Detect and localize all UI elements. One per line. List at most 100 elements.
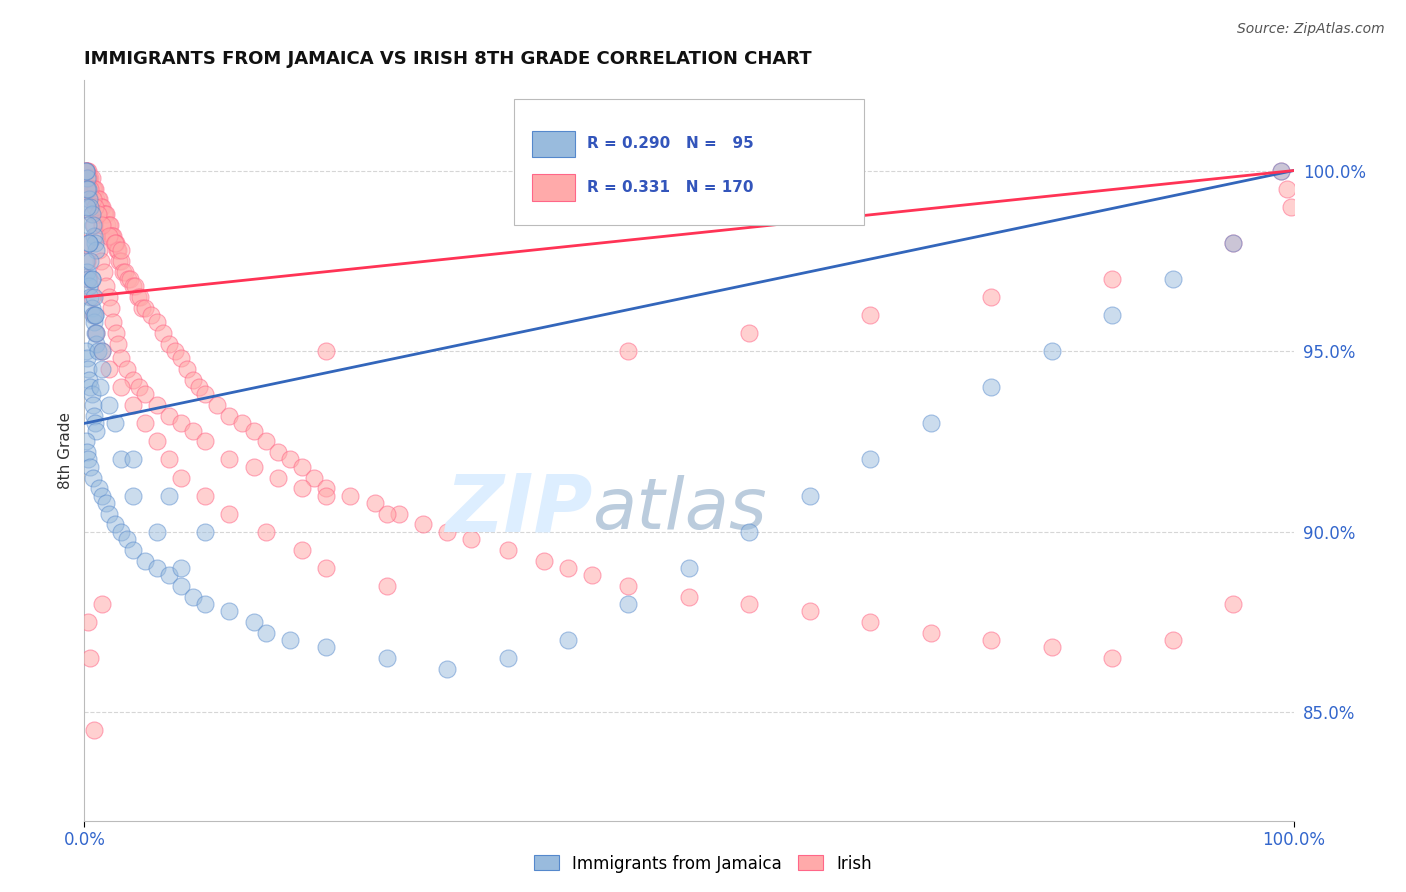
Point [76, 163, 98, 178]
Point [77, 272, 100, 286]
Point [859, 615, 882, 629]
Point [80, 170, 103, 185]
Point [89, 200, 111, 214]
Point [412, 517, 434, 532]
Point [97, 218, 120, 232]
Point [76, 170, 98, 185]
Point [84, 326, 107, 340]
Point [77, 181, 100, 195]
Point [75, 344, 97, 359]
Point [170, 417, 193, 431]
Point [87, 193, 110, 207]
Point [738, 524, 761, 539]
Point [207, 398, 229, 412]
Point [194, 524, 217, 539]
Point [315, 489, 337, 503]
Point [157, 337, 180, 351]
Point [146, 524, 169, 539]
Point [124, 279, 146, 293]
Point [128, 380, 150, 394]
Point [1222, 235, 1244, 250]
Point [97, 507, 120, 521]
Point [980, 290, 1002, 304]
Point [77, 170, 100, 185]
Point [1040, 344, 1063, 359]
Point [77, 163, 100, 178]
Point [127, 290, 149, 304]
Point [980, 633, 1002, 648]
Point [76, 181, 98, 195]
Point [107, 243, 129, 257]
Point [83, 315, 105, 329]
Point [104, 517, 127, 532]
Point [82, 308, 104, 322]
Point [91, 344, 114, 359]
Point [82, 181, 104, 195]
Point [117, 272, 139, 286]
Point [86, 344, 108, 359]
Point [218, 452, 240, 467]
Point [77, 193, 100, 207]
Point [267, 470, 290, 484]
Point [104, 235, 127, 250]
Point [83, 181, 105, 195]
Point [799, 604, 821, 618]
Point [496, 542, 519, 557]
Point [77, 193, 100, 207]
Point [188, 380, 211, 394]
Point [134, 387, 156, 401]
Point [157, 568, 180, 582]
Point [77, 279, 100, 293]
Point [91, 344, 114, 359]
Point [86, 193, 108, 207]
Point [91, 489, 114, 503]
Point [1270, 163, 1292, 178]
Point [110, 524, 132, 539]
Point [146, 398, 169, 412]
Point [678, 561, 700, 575]
Point [112, 265, 135, 279]
Point [76, 445, 98, 459]
Point [86, 326, 108, 340]
Point [82, 193, 104, 207]
Point [89, 380, 111, 394]
FancyBboxPatch shape [531, 130, 575, 157]
Point [80, 290, 103, 304]
Point [87, 243, 110, 257]
Point [83, 228, 105, 243]
Point [83, 723, 105, 738]
Point [557, 561, 579, 575]
Point [104, 235, 127, 250]
FancyBboxPatch shape [531, 175, 575, 201]
Point [83, 290, 105, 304]
Point [75, 163, 97, 178]
Point [436, 662, 458, 676]
Point [103, 228, 125, 243]
Point [152, 326, 174, 340]
Point [86, 207, 108, 221]
Point [79, 290, 101, 304]
Point [90, 253, 112, 268]
Point [77, 615, 100, 629]
Point [121, 373, 143, 387]
Point [110, 243, 132, 257]
Point [77, 362, 100, 376]
Point [76, 265, 98, 279]
Point [79, 459, 101, 474]
Point [79, 200, 101, 214]
Point [176, 362, 198, 376]
Point [77, 218, 100, 232]
Point [617, 597, 640, 611]
Point [97, 228, 120, 243]
Text: Source: ZipAtlas.com: Source: ZipAtlas.com [1237, 22, 1385, 37]
Point [859, 452, 882, 467]
Point [77, 452, 100, 467]
Point [83, 409, 105, 424]
Point [77, 235, 100, 250]
Point [105, 243, 128, 257]
Point [799, 489, 821, 503]
Point [107, 337, 129, 351]
Point [146, 434, 169, 449]
FancyBboxPatch shape [513, 99, 865, 225]
Point [83, 218, 105, 232]
